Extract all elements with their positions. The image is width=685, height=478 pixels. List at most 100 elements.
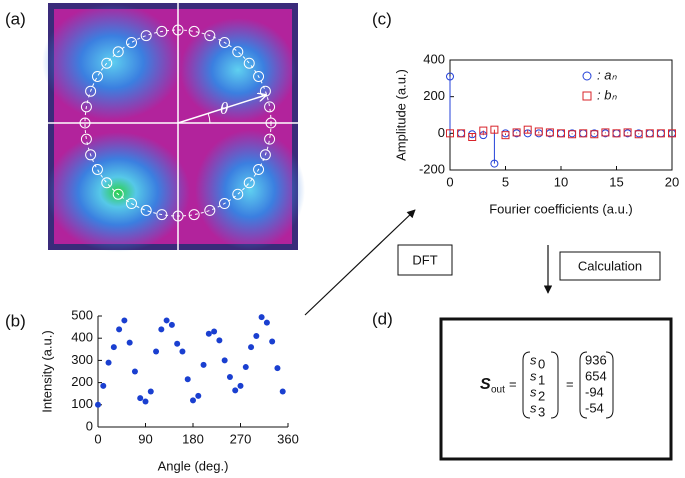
point xyxy=(242,364,249,371)
sample-circle xyxy=(85,149,97,161)
panel-label: (b) xyxy=(5,311,26,330)
sample-circle xyxy=(85,85,97,97)
sample-circle xyxy=(243,177,255,189)
point xyxy=(163,317,170,324)
marker xyxy=(612,129,621,138)
sample-circle xyxy=(253,71,265,82)
point xyxy=(195,392,202,399)
marker xyxy=(601,128,610,137)
marker xyxy=(468,133,477,141)
marker xyxy=(645,129,654,138)
y-tick-label: -200 xyxy=(419,161,445,176)
point xyxy=(258,314,265,321)
equals: = xyxy=(509,376,517,391)
point xyxy=(137,395,144,402)
marker xyxy=(446,72,454,81)
point xyxy=(200,361,207,368)
x-tick-label: 0 xyxy=(446,174,453,189)
marker xyxy=(446,129,454,138)
vector-sub: 2 xyxy=(538,388,545,403)
point xyxy=(131,368,138,375)
sample-circle xyxy=(264,133,276,145)
calculation-label: Calculation xyxy=(578,258,642,273)
x-tick-label: 20 xyxy=(665,174,679,189)
point xyxy=(274,365,281,372)
marker xyxy=(656,129,665,138)
point xyxy=(168,321,175,328)
sample-circle xyxy=(253,164,265,175)
panel-label: (c) xyxy=(372,9,392,28)
point xyxy=(174,340,181,347)
point xyxy=(237,382,244,389)
point xyxy=(179,348,186,355)
marker xyxy=(490,159,499,168)
sample-circle xyxy=(243,57,255,69)
sample-circle xyxy=(101,177,113,189)
x-tick-label: 90 xyxy=(138,431,152,446)
marker xyxy=(557,129,565,138)
legend-label: : aₙ xyxy=(597,67,617,82)
equals: = xyxy=(566,376,574,391)
point xyxy=(100,382,107,389)
sample-circle xyxy=(204,30,216,42)
sample-circle xyxy=(91,164,103,175)
y-axis-label: Amplitude (a.u.) xyxy=(393,69,408,161)
marker xyxy=(634,130,643,139)
marker xyxy=(612,129,621,138)
marker xyxy=(545,128,554,137)
vector-symbol: s xyxy=(530,352,537,367)
point xyxy=(158,326,165,333)
point xyxy=(105,359,112,366)
panel-label: (d) xyxy=(372,309,393,328)
vector-sub: 3 xyxy=(538,404,545,419)
sample-circle xyxy=(188,25,200,37)
point xyxy=(142,398,149,405)
point xyxy=(95,401,101,408)
vector-symbol: s xyxy=(530,368,537,383)
sample-circle xyxy=(112,188,124,200)
vector-value: 654 xyxy=(585,368,607,383)
y-tick-label: 0 xyxy=(86,418,93,433)
y-axis-label: Intensity (a.u.) xyxy=(39,330,54,412)
sample-circle xyxy=(188,209,200,221)
arrow xyxy=(304,209,416,316)
point xyxy=(211,328,218,335)
panel-label: (a) xyxy=(5,9,26,28)
sample-circle xyxy=(80,101,92,113)
dft-box xyxy=(397,244,453,276)
point xyxy=(232,387,239,394)
lhs-sub: out xyxy=(491,385,505,396)
x-tick-label: 10 xyxy=(554,174,568,189)
legend-marker xyxy=(582,71,592,81)
point xyxy=(269,338,276,345)
point xyxy=(121,317,128,324)
polarization-image: θ xyxy=(42,3,305,252)
y-tick-label: 300 xyxy=(71,352,93,367)
marker xyxy=(457,129,466,138)
point xyxy=(221,357,228,364)
lhs: S xyxy=(480,376,491,393)
marker xyxy=(579,129,588,138)
sample-circle xyxy=(79,117,91,129)
sample-circle xyxy=(156,209,168,221)
legend-marker xyxy=(582,91,592,101)
point xyxy=(279,388,286,395)
sample-circle xyxy=(172,24,184,36)
sample-circle xyxy=(219,198,230,210)
marker xyxy=(457,129,466,138)
sample-circle xyxy=(265,117,277,129)
y-tick-label: 200 xyxy=(423,88,445,103)
x-tick-label: 360 xyxy=(277,431,299,446)
dft-label: DFT xyxy=(412,252,437,267)
point xyxy=(263,319,270,326)
y-tick-label: 400 xyxy=(423,51,445,66)
sample-circle xyxy=(232,46,244,58)
y-tick-label: 100 xyxy=(71,396,93,411)
y-tick-label: 500 xyxy=(71,307,93,322)
point xyxy=(147,388,154,395)
marker xyxy=(557,129,565,138)
x-tick-label: 270 xyxy=(230,431,252,446)
calculation-box xyxy=(559,251,661,281)
point xyxy=(116,326,123,333)
